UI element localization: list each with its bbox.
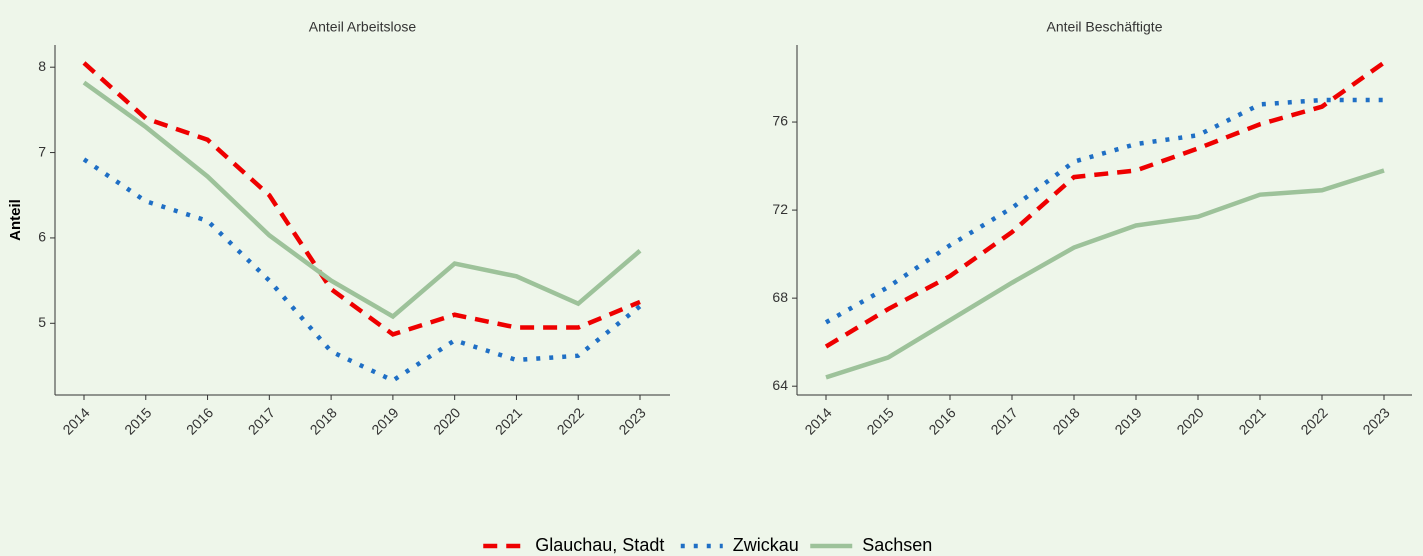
data-line xyxy=(82,61,641,337)
chart-title: Anteil Beschäftigte xyxy=(1047,19,1163,35)
y-axis-label: Anteil xyxy=(7,199,24,241)
y-tick-label: 72 xyxy=(772,201,788,217)
y-tick-label: 68 xyxy=(772,289,788,305)
y-tick-label: 76 xyxy=(772,113,788,129)
y-tick-label: 6 xyxy=(38,229,46,245)
data-line xyxy=(824,97,1384,325)
data-line xyxy=(82,80,642,320)
y-tick-label: 5 xyxy=(38,314,46,330)
data-line xyxy=(825,168,1385,380)
y-tick-label: 7 xyxy=(38,143,46,159)
data-line xyxy=(824,60,1386,349)
y-tick-label: 64 xyxy=(772,377,788,393)
chart-title: Anteil Arbeitslose xyxy=(309,19,417,35)
legend-label: Sachsen xyxy=(862,535,932,555)
legend-label: Zwickau xyxy=(733,535,799,555)
data-line xyxy=(82,157,642,384)
legend-label: Glauchau, Stadt xyxy=(535,535,664,555)
y-tick-label: 8 xyxy=(38,58,46,74)
